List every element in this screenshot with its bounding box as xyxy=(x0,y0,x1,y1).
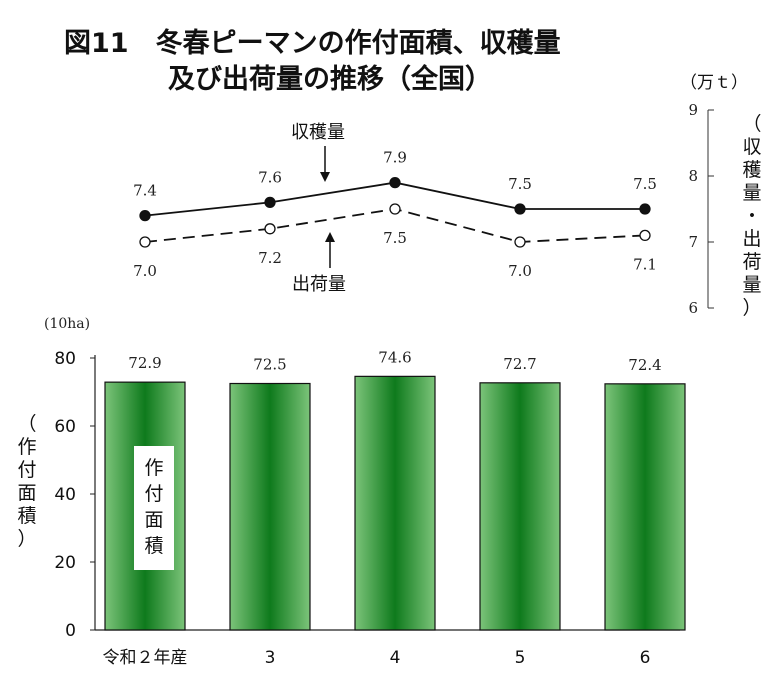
bar xyxy=(229,382,311,631)
harvest-arrow-head xyxy=(320,172,330,182)
shipment-point xyxy=(514,236,526,248)
x-category-labels: 令和２年産 3 4 5 6 xyxy=(103,648,651,668)
x-category-label: 5 xyxy=(515,648,526,668)
bar-y-tick-label: 80 xyxy=(54,349,76,369)
line-y-tick-label: 9 xyxy=(688,101,698,119)
bar-inner-label: 作付面積 xyxy=(144,457,163,557)
harvest-point xyxy=(264,196,276,209)
shipment-data-label: 7.5 xyxy=(383,229,407,247)
bar-unit-label: (10ha) xyxy=(44,316,90,332)
line-y-tick-label: 7 xyxy=(688,233,698,251)
bar-data-label: 72.5 xyxy=(253,356,286,374)
x-category-label: 6 xyxy=(640,648,651,668)
harvest-data-label: 7.5 xyxy=(633,175,657,193)
harvest-point xyxy=(639,203,651,215)
harvest-data-label: 7.6 xyxy=(258,168,282,186)
bar-data-label: 74.6 xyxy=(378,348,411,366)
harvest-data-label: 7.9 xyxy=(383,149,407,167)
harvest-data-label: 7.5 xyxy=(508,175,532,193)
bar xyxy=(479,382,561,631)
shipment-point xyxy=(264,223,276,235)
shipment-arrow-head xyxy=(325,232,335,242)
harvest-point xyxy=(389,176,401,189)
chart-title-line1: 図11 冬春ピーマンの作付面積、収穫量 xyxy=(64,27,561,59)
shipment-data-label: 7.0 xyxy=(133,262,157,280)
bar-y-tick-label: 60 xyxy=(54,417,76,437)
harvest-point xyxy=(514,203,526,215)
bar xyxy=(604,383,686,631)
bar xyxy=(354,375,436,631)
line-axis-label: （収穫量・出荷量） xyxy=(742,113,761,319)
shipment-data-label: 7.1 xyxy=(633,255,657,273)
line-y-ticks: 6 7 8 9 xyxy=(688,101,714,317)
bar-y-tick-label: 40 xyxy=(54,485,76,505)
line-series-group: 7.4 7.6 7.9 7.5 7.5 7.0 7.2 7.5 7.0 7.1 xyxy=(133,149,657,280)
shipment-data-label: 7.0 xyxy=(508,262,532,280)
harvest-point xyxy=(139,209,151,222)
shipment-point xyxy=(139,236,151,248)
bar-inner-label-box xyxy=(134,446,174,570)
bar-data-label: 72.7 xyxy=(503,355,536,373)
chart-title-line2: 及び出荷量の推移（全国） xyxy=(168,63,492,95)
x-category-label: 令和２年産 xyxy=(103,648,188,668)
bar-data-label: 72.4 xyxy=(628,356,661,374)
line-y-tick-label: 6 xyxy=(688,299,698,317)
harvest-data-label: 7.4 xyxy=(133,182,157,200)
shipment-point xyxy=(639,229,651,242)
bar-axis-label: （作付面積） xyxy=(17,413,36,550)
line-unit-label: （万ｔ） xyxy=(680,73,748,93)
line-y-tick-label: 8 xyxy=(688,167,698,185)
harvest-callout-label: 収穫量 xyxy=(291,122,345,143)
bar-data-label: 72.9 xyxy=(128,354,161,372)
shipment-callout-label: 出荷量 xyxy=(292,274,346,295)
bar-y-tick-label: 20 xyxy=(54,553,76,573)
shipment-point xyxy=(389,203,401,215)
bar-y-ticks: 0 20 40 60 80 xyxy=(54,349,95,641)
bar-y-tick-label: 0 xyxy=(65,621,76,641)
x-category-label: 4 xyxy=(390,648,401,668)
x-category-label: 3 xyxy=(265,648,276,668)
shipment-data-label: 7.2 xyxy=(258,249,282,267)
bar-series-group: 72.9 72.5 74.6 72.7 72.4 xyxy=(104,348,686,631)
